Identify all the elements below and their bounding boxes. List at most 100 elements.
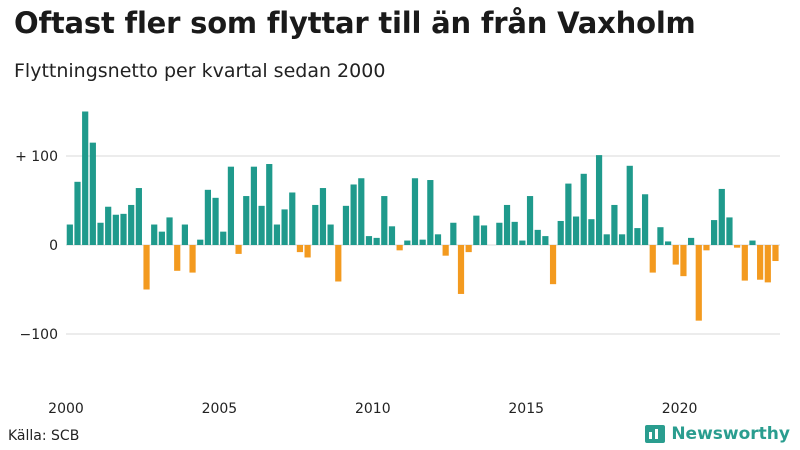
bar	[741, 245, 748, 281]
bar	[289, 192, 296, 245]
bar	[105, 206, 112, 245]
bar	[457, 245, 465, 294]
bar	[166, 217, 173, 245]
bar	[749, 240, 756, 245]
bar	[672, 245, 679, 265]
bar	[74, 181, 81, 245]
bar	[82, 111, 89, 245]
bar	[711, 220, 718, 245]
bar	[112, 214, 119, 245]
bar	[174, 245, 181, 271]
bar	[450, 222, 457, 245]
x-tick-label: 2005	[202, 401, 238, 417]
bar	[503, 204, 511, 245]
bar	[419, 239, 426, 245]
bar	[634, 228, 641, 245]
bar	[734, 245, 741, 248]
bar	[128, 204, 135, 245]
bar	[227, 166, 235, 245]
bar	[373, 237, 380, 245]
bar	[580, 173, 587, 245]
bar	[695, 245, 702, 321]
bar	[772, 245, 779, 262]
bar	[641, 194, 649, 245]
bar	[542, 236, 549, 245]
bar	[572, 216, 580, 245]
bar	[595, 155, 603, 245]
bar	[649, 245, 656, 273]
chart-title: Oftast fler som flyttar till än från Vax…	[14, 6, 696, 40]
bar	[258, 205, 265, 245]
x-tick-label: 2010	[355, 401, 391, 417]
bar	[158, 231, 165, 245]
bar	[350, 184, 357, 245]
bar	[411, 178, 419, 245]
bar	[327, 224, 334, 245]
bar	[388, 226, 396, 245]
bar-chart: + 100 0 −100 2000 2005 2010 2015 2020	[15, 111, 780, 417]
brand-logo: Newsworthy	[645, 424, 790, 444]
bar	[657, 227, 664, 245]
bar	[220, 231, 227, 245]
y-tick-label: 0	[49, 238, 58, 254]
bar	[319, 188, 327, 245]
bar	[89, 142, 96, 245]
bar	[480, 225, 488, 245]
y-tick-label: −100	[20, 327, 58, 343]
bar	[135, 188, 142, 245]
bar	[365, 236, 373, 245]
bar	[726, 217, 733, 245]
x-tick-label: 2020	[662, 401, 698, 417]
bar	[342, 205, 350, 245]
bar	[680, 245, 687, 277]
bar	[281, 209, 288, 245]
bar	[611, 204, 618, 245]
bar	[557, 220, 564, 245]
bar	[243, 196, 250, 245]
bar	[151, 224, 158, 245]
bar	[381, 196, 388, 245]
bar	[434, 234, 442, 245]
chart-subtitle: Flyttningsnetto per kvartal sedan 2000	[14, 60, 386, 82]
bar	[688, 237, 695, 245]
bar	[603, 234, 610, 245]
bar	[511, 221, 518, 245]
x-tick-label: 2015	[508, 401, 544, 417]
bar	[181, 224, 188, 245]
bar	[519, 240, 526, 245]
brand-name: Newsworthy	[671, 424, 790, 444]
bar	[212, 197, 219, 245]
bar	[588, 219, 595, 245]
bar	[312, 204, 319, 245]
bar	[235, 245, 242, 254]
bar	[549, 245, 557, 285]
bar	[189, 245, 196, 273]
bar	[473, 215, 480, 245]
source-note: Källa: SCB	[8, 428, 80, 444]
bar	[465, 245, 472, 253]
bar	[197, 239, 204, 245]
y-tick-label: + 100	[15, 149, 58, 165]
bar	[396, 245, 403, 251]
bar	[204, 189, 211, 245]
bar	[335, 245, 342, 282]
bar	[120, 213, 127, 245]
bar	[534, 229, 541, 245]
bar	[618, 234, 626, 245]
bar	[757, 245, 764, 280]
bar	[404, 240, 411, 245]
bar	[526, 196, 534, 245]
x-tick-label: 2000	[48, 401, 84, 417]
bar	[250, 166, 258, 245]
bar	[565, 183, 572, 245]
bar	[703, 245, 710, 251]
bar	[304, 245, 311, 258]
bar	[66, 224, 73, 245]
bar	[626, 165, 633, 245]
bar	[496, 222, 503, 245]
bar	[442, 245, 449, 256]
bar	[427, 180, 434, 245]
bar	[273, 224, 281, 245]
bar	[358, 178, 365, 245]
bar	[296, 245, 304, 253]
